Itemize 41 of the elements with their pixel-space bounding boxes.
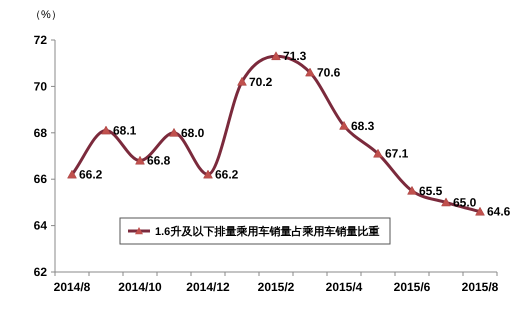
point <box>101 126 111 134</box>
x-tick-label: 2014/12 <box>186 280 230 294</box>
data-label: 67.1 <box>385 146 409 161</box>
data-label: 66.8 <box>147 154 171 168</box>
point <box>339 121 349 130</box>
data-label: 71.3 <box>283 49 307 64</box>
x-tick-label: 2015/2 <box>258 280 295 294</box>
y-tick-label: 70 <box>34 79 48 94</box>
point <box>373 148 383 158</box>
data-label: 64.6 <box>487 204 511 219</box>
data-label: 66.2 <box>215 168 239 182</box>
data-label: 68.3 <box>351 118 375 133</box>
point <box>407 186 417 195</box>
x-tick-label: 2014/8 <box>54 280 91 294</box>
x-tick-label: 2014/10 <box>118 280 162 294</box>
point <box>169 128 179 137</box>
point <box>135 156 145 164</box>
y-tick-label: 64 <box>34 218 48 233</box>
point <box>67 170 77 178</box>
x-tick-label: 2015/8 <box>462 280 499 294</box>
legend-label: 1.6升及以下排量乘用车销量占乘用车销量比重 <box>155 225 380 238</box>
x-tick-label: 2015/4 <box>326 280 363 294</box>
point <box>203 170 213 178</box>
point <box>305 68 315 76</box>
y-tick-label: 72 <box>34 33 48 47</box>
data-label: 70.2 <box>249 74 273 89</box>
y-tick-label: 68 <box>34 126 48 140</box>
data-label: 65.5 <box>419 184 443 198</box>
data-label: 68.0 <box>181 126 205 140</box>
point <box>441 198 451 206</box>
y-tick-label: 66 <box>34 172 48 186</box>
y-axis-title: （%） <box>30 9 62 21</box>
y-tick-label: 62 <box>34 265 48 279</box>
data-label: 65.0 <box>453 195 477 210</box>
point <box>475 206 485 216</box>
x-tick-label: 2015/6 <box>394 280 431 294</box>
data-label: 70.6 <box>317 65 341 80</box>
point <box>237 77 247 86</box>
data-label: 66.2 <box>79 168 103 182</box>
point <box>271 51 281 60</box>
data-label: 68.1 <box>113 123 137 138</box>
